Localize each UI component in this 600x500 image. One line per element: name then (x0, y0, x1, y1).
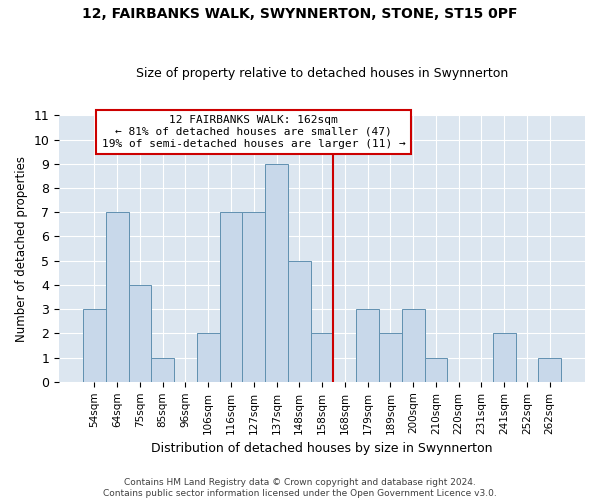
X-axis label: Distribution of detached houses by size in Swynnerton: Distribution of detached houses by size … (151, 442, 493, 455)
Y-axis label: Number of detached properties: Number of detached properties (15, 156, 28, 342)
Bar (265, 164, 288, 382)
Bar (151, 358, 174, 382)
Bar (128, 285, 151, 382)
Bar (356, 309, 379, 382)
Bar (83, 309, 106, 382)
Text: 12 FAIRBANKS WALK: 162sqm
← 81% of detached houses are smaller (47)
19% of semi-: 12 FAIRBANKS WALK: 162sqm ← 81% of detac… (102, 116, 406, 148)
Bar (106, 212, 128, 382)
Bar (288, 260, 311, 382)
Bar (538, 358, 561, 382)
Bar (379, 334, 402, 382)
Bar (425, 358, 447, 382)
Bar (197, 334, 220, 382)
Bar (220, 212, 242, 382)
Bar (402, 309, 425, 382)
Bar (311, 334, 334, 382)
Bar (493, 334, 515, 382)
Title: Size of property relative to detached houses in Swynnerton: Size of property relative to detached ho… (136, 66, 508, 80)
Text: Contains HM Land Registry data © Crown copyright and database right 2024.
Contai: Contains HM Land Registry data © Crown c… (103, 478, 497, 498)
Bar (242, 212, 265, 382)
Text: 12, FAIRBANKS WALK, SWYNNERTON, STONE, ST15 0PF: 12, FAIRBANKS WALK, SWYNNERTON, STONE, S… (82, 8, 518, 22)
